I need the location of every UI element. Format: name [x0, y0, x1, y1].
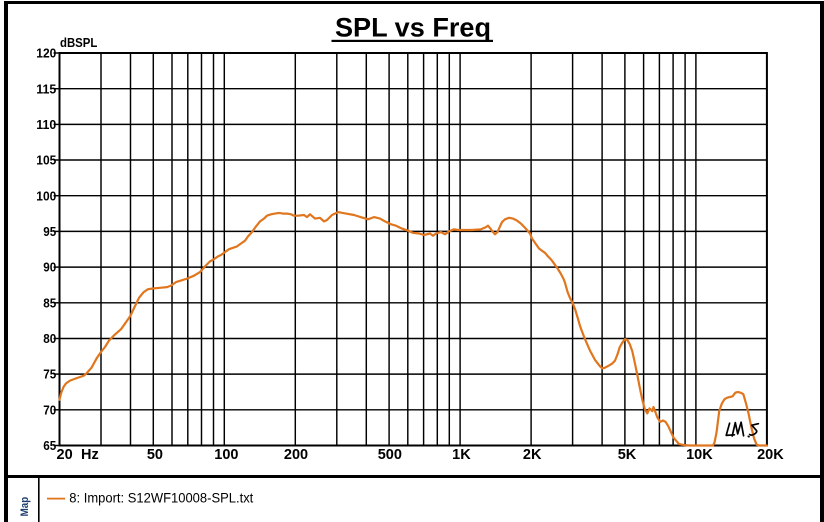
- svg-text:110: 110: [36, 117, 56, 132]
- svg-text:105: 105: [36, 153, 56, 168]
- svg-text:dBSPL: dBSPL: [60, 36, 98, 50]
- svg-text:Map: Map: [19, 497, 31, 517]
- svg-text:120: 120: [36, 46, 56, 61]
- svg-text:5K: 5K: [618, 447, 637, 463]
- svg-text:75: 75: [43, 367, 56, 382]
- svg-text:1K: 1K: [452, 447, 471, 463]
- svg-text:10K: 10K: [686, 447, 713, 463]
- svg-text:Hz: Hz: [81, 447, 99, 463]
- svg-text:SPL vs Freq: SPL vs Freq: [335, 12, 491, 42]
- svg-text:500: 500: [378, 447, 402, 463]
- svg-text:20: 20: [57, 447, 73, 463]
- svg-text:100: 100: [36, 188, 56, 203]
- svg-text:90: 90: [43, 260, 56, 275]
- svg-text:200: 200: [284, 447, 308, 463]
- svg-text:2K: 2K: [523, 447, 542, 463]
- svg-text:95: 95: [43, 224, 56, 239]
- svg-text:100: 100: [214, 447, 238, 463]
- svg-text:115: 115: [36, 81, 56, 96]
- svg-text:70: 70: [43, 402, 56, 417]
- svg-text:8: Import: S12WF10008-SPL.txt: 8: Import: S12WF10008-SPL.txt: [69, 491, 253, 506]
- svg-text:65: 65: [43, 438, 56, 453]
- svg-text:50: 50: [147, 447, 163, 463]
- svg-text:20K: 20K: [757, 447, 784, 463]
- svg-text:80: 80: [43, 331, 56, 346]
- svg-text:85: 85: [43, 295, 56, 310]
